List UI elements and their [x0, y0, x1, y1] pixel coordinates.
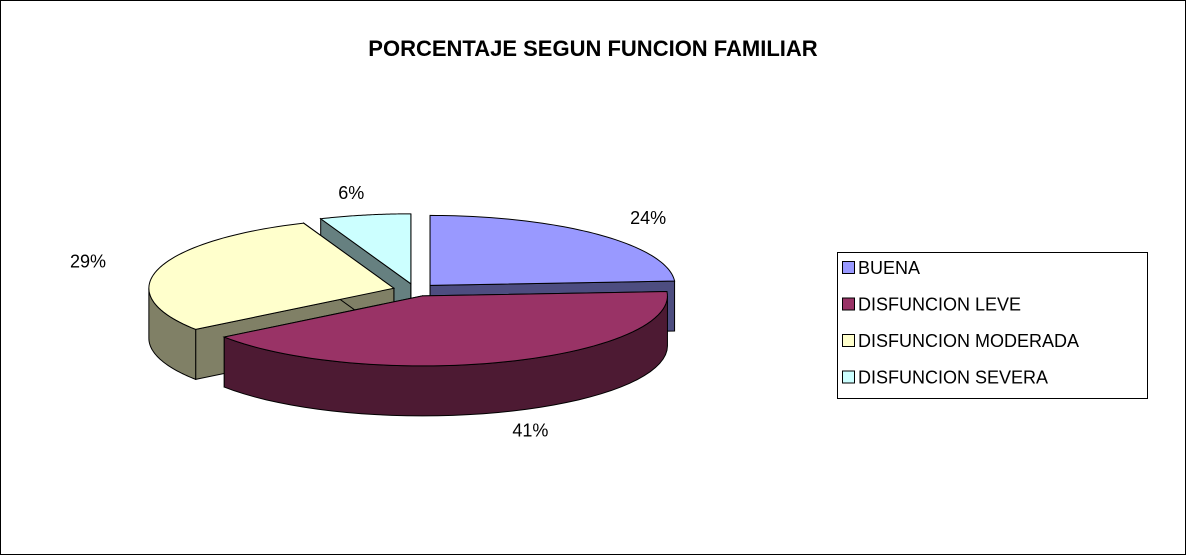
legend-box [837, 252, 1148, 399]
legend-swatch [842, 334, 855, 347]
data-label: 41% [512, 420, 548, 440]
legend-label: BUENA [858, 258, 920, 278]
legend-label: DISFUNCION SEVERA [858, 367, 1048, 387]
legend-swatch [842, 297, 855, 311]
legend-label: DISFUNCION MODERADA [858, 331, 1079, 351]
legend-label: DISFUNCION LEVE [858, 294, 1021, 314]
legend-swatch [842, 370, 855, 384]
chart-title: PORCENTAJE SEGUN FUNCION FAMILIAR [368, 36, 818, 61]
legend-swatch [842, 261, 855, 274]
slice-top [319, 213, 412, 285]
slice [222, 291, 668, 417]
slice-top [222, 291, 668, 367]
data-label: 6% [338, 183, 364, 203]
data-label: 24% [630, 208, 666, 228]
slice-top [148, 222, 396, 330]
data-label: 29% [70, 252, 106, 272]
slice-top [429, 214, 676, 286]
